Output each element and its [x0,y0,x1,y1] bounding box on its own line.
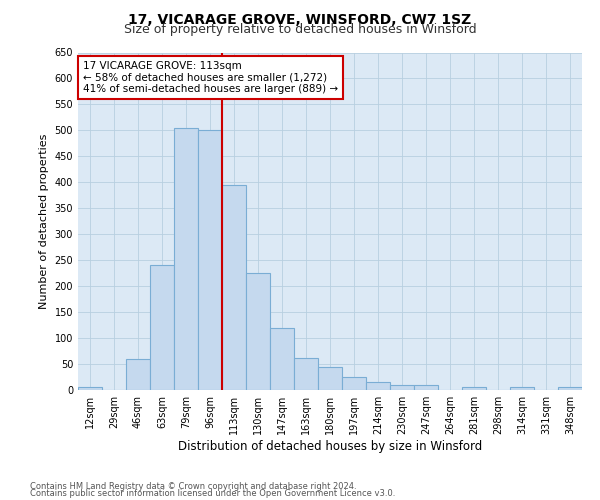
Bar [78,388,102,390]
Text: 17, VICARAGE GROVE, WINSFORD, CW7 1SZ: 17, VICARAGE GROVE, WINSFORD, CW7 1SZ [128,12,472,26]
Bar [222,185,246,390]
X-axis label: Distribution of detached houses by size in Winsford: Distribution of detached houses by size … [178,440,482,453]
Bar [174,128,198,390]
Bar [390,385,414,390]
Bar [198,130,222,390]
Bar [366,382,390,390]
Text: 17 VICARAGE GROVE: 113sqm
← 58% of detached houses are smaller (1,272)
41% of se: 17 VICARAGE GROVE: 113sqm ← 58% of detac… [83,61,338,94]
Bar [558,388,582,390]
Bar [294,358,318,390]
Bar [510,388,534,390]
Bar [126,359,150,390]
Bar [246,273,270,390]
Text: Size of property relative to detached houses in Winsford: Size of property relative to detached ho… [124,22,476,36]
Bar [414,385,438,390]
Bar [462,388,486,390]
Bar [342,377,366,390]
Bar [150,266,174,390]
Y-axis label: Number of detached properties: Number of detached properties [39,134,49,309]
Text: Contains HM Land Registry data © Crown copyright and database right 2024.: Contains HM Land Registry data © Crown c… [30,482,356,491]
Bar [318,366,342,390]
Bar [270,328,294,390]
Text: Contains public sector information licensed under the Open Government Licence v3: Contains public sector information licen… [30,490,395,498]
